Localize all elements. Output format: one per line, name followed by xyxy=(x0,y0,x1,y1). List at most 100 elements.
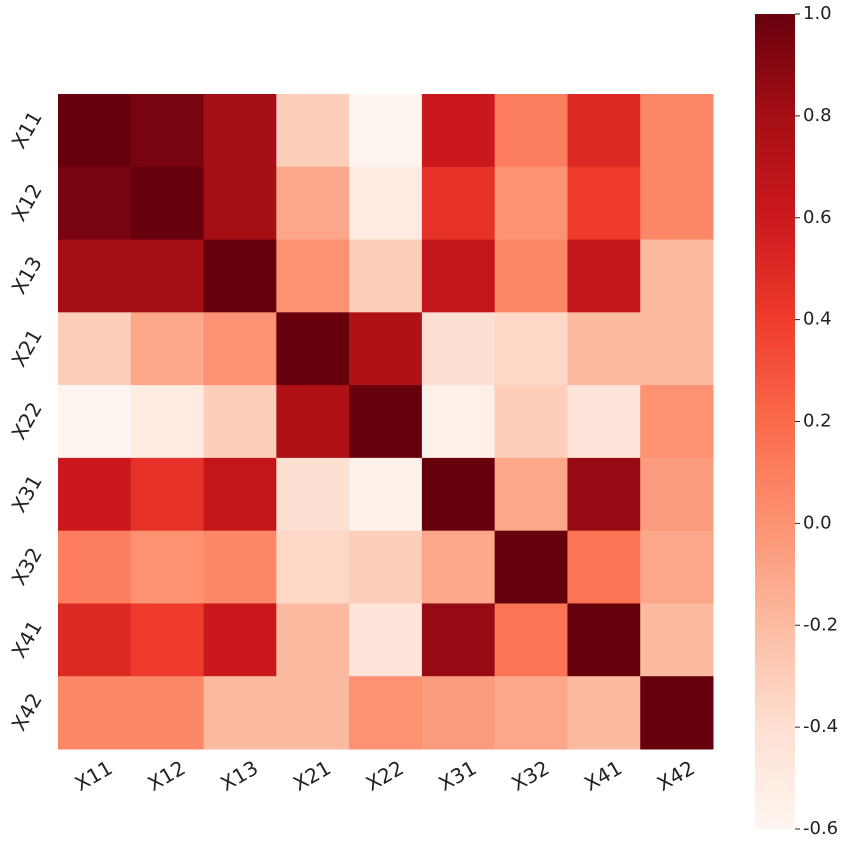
heatmap-cell xyxy=(349,94,423,168)
heatmap-cell xyxy=(567,603,641,677)
heatmap-cell xyxy=(640,676,714,750)
heatmap-cell xyxy=(203,312,277,386)
heatmap-cell xyxy=(567,385,641,459)
heatmap-cell xyxy=(203,94,277,168)
colorbar-gradient xyxy=(755,14,795,829)
heatmap-cell xyxy=(130,530,205,604)
heatmap-cell xyxy=(58,385,132,459)
heatmap-cell xyxy=(58,676,132,750)
heatmap-cell xyxy=(130,312,205,386)
colorbar-tick-label: 1.0 xyxy=(803,3,832,24)
heatmap-cell xyxy=(421,603,496,677)
heatmap-cell xyxy=(640,530,714,604)
heatmap-cell xyxy=(58,239,132,313)
heatmap-cell xyxy=(640,603,714,677)
y-tick-label: X13 xyxy=(7,252,47,298)
heatmap-cell xyxy=(130,239,205,313)
heatmap-cell xyxy=(276,94,350,168)
heatmap-cell xyxy=(276,457,350,532)
heatmap-cell xyxy=(567,94,641,168)
y-tick-label: X21 xyxy=(7,325,47,371)
heatmap-cell xyxy=(276,166,350,241)
heatmap-cell xyxy=(276,603,350,677)
x-tick-label: X12 xyxy=(143,756,189,796)
colorbar-tick-label: 0.2 xyxy=(803,411,832,432)
heatmap-cell xyxy=(640,312,714,386)
y-tick-label: X31 xyxy=(7,471,47,517)
heatmap-cell xyxy=(494,239,568,313)
heatmap-cell xyxy=(130,457,205,532)
x-tick-label: X41 xyxy=(580,756,626,796)
heatmap-cell xyxy=(421,239,496,313)
heatmap-cell xyxy=(58,94,132,168)
x-tick-label: X13 xyxy=(216,756,262,796)
colorbar-tick-label: 0.0 xyxy=(803,512,832,533)
heatmap-cell xyxy=(640,457,714,532)
heatmap-cell xyxy=(567,312,641,386)
heatmap-cell xyxy=(130,676,205,750)
x-tick-label: X22 xyxy=(362,756,408,796)
heatmap-cell xyxy=(276,530,350,604)
x-tick-label: X21 xyxy=(289,756,335,796)
heatmap-cell xyxy=(349,166,423,241)
colorbar-tick-label: 0.8 xyxy=(803,105,832,126)
heatmap-cell xyxy=(276,676,350,750)
heatmap-cell xyxy=(640,385,714,459)
heatmap-cell xyxy=(494,457,568,532)
heatmap-cell xyxy=(494,530,568,604)
colorbar-tick-label: -0.4 xyxy=(803,716,838,737)
heatmap-cell xyxy=(203,239,277,313)
heatmap-cell xyxy=(130,166,205,241)
heatmap-cell xyxy=(58,312,132,386)
heatmap-cell xyxy=(276,312,350,386)
heatmap-cell xyxy=(276,239,350,313)
heatmap-cell xyxy=(203,457,277,532)
x-tick-label: X11 xyxy=(71,756,117,796)
heatmap-cell xyxy=(421,94,496,168)
heatmap-cell xyxy=(58,530,132,604)
heatmap-cell xyxy=(421,530,496,604)
heatmap-cell xyxy=(276,385,350,459)
heatmap-cell xyxy=(349,676,423,750)
heatmap-cell xyxy=(349,312,423,386)
heatmap-cell xyxy=(494,166,568,241)
colorbar-tick-label: 0.6 xyxy=(803,207,832,228)
heatmap-cell xyxy=(130,385,205,459)
heatmap-cell xyxy=(203,530,277,604)
y-tick-label: X41 xyxy=(7,616,47,662)
y-tick-label: X12 xyxy=(7,179,47,225)
heatmap-cell xyxy=(494,312,568,386)
heatmap-cell xyxy=(421,166,496,241)
heatmap-cell xyxy=(349,603,423,677)
heatmap-cell xyxy=(640,239,714,313)
heatmap-cell xyxy=(203,676,277,750)
x-tick-label: X31 xyxy=(435,756,481,796)
y-tick-label: X11 xyxy=(7,107,47,153)
y-tick-label: X32 xyxy=(7,543,47,589)
heatmap-cell xyxy=(130,94,205,168)
heatmap-cell xyxy=(421,312,496,386)
heatmap-cell xyxy=(494,676,568,750)
heatmap-cell xyxy=(640,166,714,241)
heatmap-cell xyxy=(640,94,714,168)
heatmap-cell xyxy=(421,676,496,750)
heatmap-cell xyxy=(567,530,641,604)
colorbar-tick-label: -0.2 xyxy=(803,614,838,635)
y-tick-label: X22 xyxy=(7,398,47,444)
heatmap-cell xyxy=(203,603,277,677)
heatmap-cell xyxy=(494,385,568,459)
heatmap-cell xyxy=(421,457,496,532)
y-tick-label: X42 xyxy=(7,689,47,735)
colorbar: -0.6 -0.4 -0.2 0.0 0.2 0.4 0.6 0.8 1.0 xyxy=(755,3,838,839)
colorbar-tick-label: -0.6 xyxy=(803,818,838,839)
x-tick-label: X32 xyxy=(507,756,553,796)
heatmap-cell xyxy=(567,166,641,241)
colorbar-tick-label: 0.4 xyxy=(803,309,832,330)
heatmap-cell xyxy=(494,94,568,168)
heatmap-cell xyxy=(349,530,423,604)
heatmap-cell xyxy=(58,603,132,677)
heatmap-cell xyxy=(567,676,641,750)
heatmap-cell xyxy=(567,457,641,532)
heatmap-cell xyxy=(421,385,496,459)
